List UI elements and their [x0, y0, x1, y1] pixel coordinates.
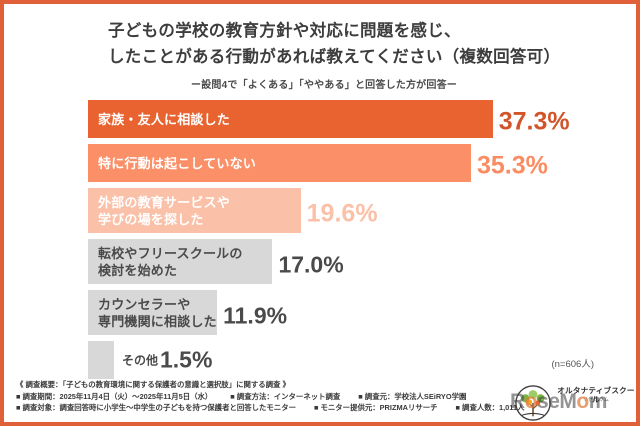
footer-period: ■ 調査期間：2025年11月4日（火）～2025年11月5日（水）: [16, 391, 213, 401]
page-title: 子どもの学校の教育方針や対応に問題を感じ、 したことがある行動があれば教えてくだ…: [108, 18, 628, 70]
brand-logo: オルタナティブスクール リゼリウム: [512, 382, 636, 424]
bar-row: カウンセラーや 専門機関に相談した 11.9%: [4, 290, 640, 341]
bar-1: 家族・友人に相談した: [88, 100, 493, 138]
bar-6: [88, 341, 114, 379]
bar-value-1: 37.3%: [498, 107, 570, 136]
logo-subname: リゼリウム: [582, 397, 610, 403]
bar-5: カウンセラーや 専門機関に相談した: [88, 290, 218, 335]
infographic-content: 子どもの学校の教育方針や対応に問題を感じ、 したことがある行動があれば教えてくだ…: [4, 4, 636, 422]
footer-respondents: ■ 調査人数：1,011人: [455, 403, 525, 413]
sample-size-note: (n=606人): [551, 359, 594, 370]
bar-row: 転校やフリースクールの 検討を始めた 17.0%: [4, 239, 640, 290]
bar-label-2: 特に行動は起こしていない: [98, 155, 257, 171]
footer-heading: 《 調査概要：「子どもの教育環境に関する保護者の意識と選択肢」に関する調査 》: [16, 380, 290, 389]
footer-line-2: ■ 調査期間：2025年11月4日（火）～2025年11月5日（水） ■ 調査方法…: [16, 391, 516, 403]
bar-label-4: 転校やフリースクールの 検討を始めた: [98, 245, 243, 278]
survey-overview-footer: 《 調査概要：「子どもの教育環境に関する保護者の意識と選択肢」に関する調査 》 …: [16, 379, 524, 414]
bar-2: 特に行動は起こしていない: [88, 144, 471, 182]
bar-4: 転校やフリースクールの 検討を始めた: [88, 239, 273, 284]
bar-value-2: 35.3%: [477, 151, 548, 180]
footer-target: ■ 調査対象：調査回答時に小学生～中学生の子どもを持つ保護者と回答したモニター: [16, 403, 296, 413]
bar-value-5: 11.9%: [223, 302, 288, 328]
tree-logo-icon: [515, 385, 551, 421]
bar-chart: 家族・友人に相談した 37.3% 特に行動は起こしていない 35.3% 外部の教育サービ…: [4, 100, 640, 379]
bar-row: その他 1.5%: [4, 341, 640, 379]
page-title-line1: 子どもの学校の教育方針や対応に問題を感じ、: [108, 22, 461, 40]
logo-name: オルタナティブスクール: [557, 386, 635, 404]
bar-label-5: カウンセラーや 専門機関に相談した: [98, 296, 217, 329]
footer-line-3: ■ 調査対象：調査回答時に小学生～中学生の子どもを持つ保護者と回答したモニター ■…: [16, 402, 524, 414]
bar-value-3: 19.6%: [306, 199, 378, 227]
bar-row: 外部の教育サービスや 学びの場を探した 19.6%: [4, 188, 640, 239]
footer-panel-provider: ■ モニター提供元：PRIZMAリサーチ: [313, 403, 438, 413]
bar-value-6: 1.5%: [160, 346, 213, 373]
bar-row: 家族・友人に相談した 37.3%: [4, 100, 640, 144]
bar-label-6: その他: [122, 353, 159, 368]
page-subtitle: ー設問4で「よくある」「ややある」と回答した方が回答ー: [191, 80, 457, 91]
footer-method: ■ 調査方法：インターネット調査: [230, 391, 341, 401]
page-title-line2: したことがある行動があれば教えてください（複数回答可）: [108, 48, 561, 66]
bar-label-1: 家族・友人に相談した: [98, 111, 231, 127]
bar-value-4: 17.0%: [278, 251, 344, 277]
bar-row: 特に行動は起こしていない 35.3%: [4, 144, 640, 188]
bar-3: 外部の教育サービスや 学びの場を探した: [88, 188, 301, 233]
footer-source: ■ 調査元：学校法人SEiRYO学園: [358, 391, 467, 401]
bar-label-3: 外部の教育サービスや 学びの場を探した: [98, 194, 231, 227]
